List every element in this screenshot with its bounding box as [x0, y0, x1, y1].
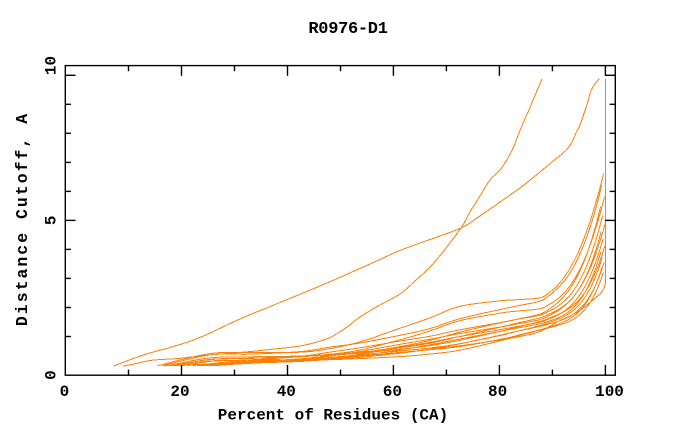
svg-text:R0976-D1: R0976-D1: [308, 20, 387, 39]
svg-text:100: 100: [595, 383, 624, 401]
svg-text:5: 5: [43, 215, 61, 225]
svg-text:80: 80: [488, 383, 507, 401]
svg-text:0: 0: [60, 383, 70, 401]
svg-text:10: 10: [43, 56, 61, 75]
svg-text:20: 20: [170, 383, 189, 401]
svg-text:Distance Cutoff, A: Distance Cutoff, A: [13, 112, 32, 326]
svg-text:0: 0: [43, 370, 61, 380]
svg-text:40: 40: [277, 383, 296, 401]
svg-text:Percent of Residues (CA): Percent of Residues (CA): [218, 407, 448, 425]
svg-text:60: 60: [383, 383, 402, 401]
